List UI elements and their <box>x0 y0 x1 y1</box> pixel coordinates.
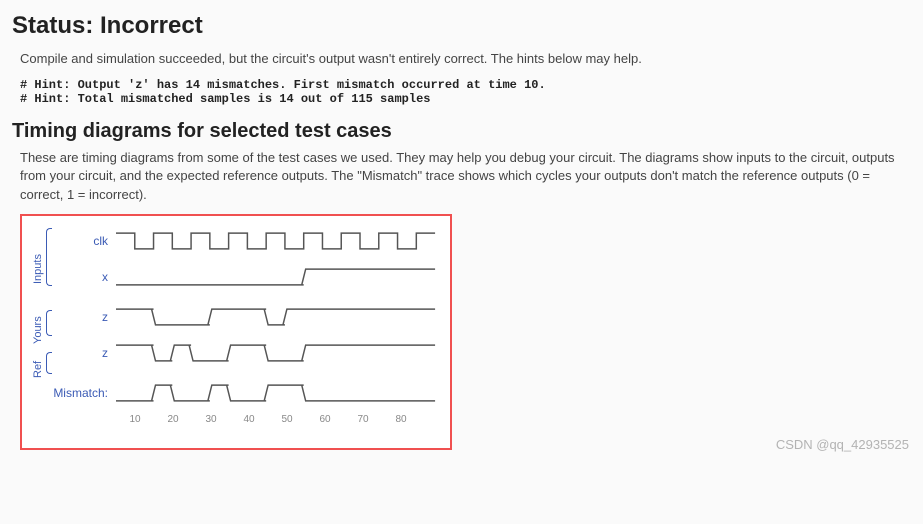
time-axis: 1020304050607080 <box>116 414 442 425</box>
time-axis-tick: 80 <box>382 414 420 425</box>
signal-label-x: x <box>60 270 116 284</box>
status-description: Compile and simulation succeeded, but th… <box>20 50 911 68</box>
time-axis-tick: 10 <box>116 414 154 425</box>
waveform-mismatch <box>116 381 442 405</box>
signal-label-mismatch: Mismatch: <box>42 386 116 400</box>
signal-label-clk: clk <box>60 234 116 248</box>
signal-label-yours-z: z <box>60 310 116 324</box>
hint-block: # Hint: Output 'z' has 14 mismatches. Fi… <box>20 78 911 106</box>
group-label-ref: Ref <box>32 361 44 378</box>
timing-diagram: Inputs clk x Yours z Ref z Mismatch: 102… <box>20 214 452 450</box>
time-axis-tick: 40 <box>230 414 268 425</box>
bracket-icon <box>46 310 52 336</box>
watermark-text: CSDN @qq_42935525 <box>776 437 909 452</box>
signal-label-ref-z: z <box>60 346 116 360</box>
status-heading: Status: Incorrect <box>12 12 911 40</box>
bracket-icon <box>46 228 52 286</box>
time-axis-tick: 50 <box>268 414 306 425</box>
signal-row-x: x <box>30 262 442 292</box>
group-label-yours: Yours <box>32 316 44 344</box>
time-axis-tick: 20 <box>154 414 192 425</box>
waveform-yours-z <box>116 305 442 329</box>
timing-description: These are timing diagrams from some of t… <box>20 149 911 204</box>
time-axis-tick: 70 <box>344 414 382 425</box>
waveform-x <box>116 265 442 289</box>
signal-row-ref-z: z <box>30 338 442 368</box>
signal-row-yours-z: z <box>30 302 442 332</box>
timing-heading: Timing diagrams for selected test cases <box>12 120 911 143</box>
waveform-ref-z <box>116 341 442 365</box>
group-label-inputs: Inputs <box>32 254 44 284</box>
signal-row-clk: clk <box>30 226 442 256</box>
time-axis-tick: 30 <box>192 414 230 425</box>
time-axis-tick: 60 <box>306 414 344 425</box>
bracket-icon <box>46 352 52 374</box>
signal-row-mismatch: Mismatch: <box>30 378 442 408</box>
waveform-clk <box>116 229 442 253</box>
